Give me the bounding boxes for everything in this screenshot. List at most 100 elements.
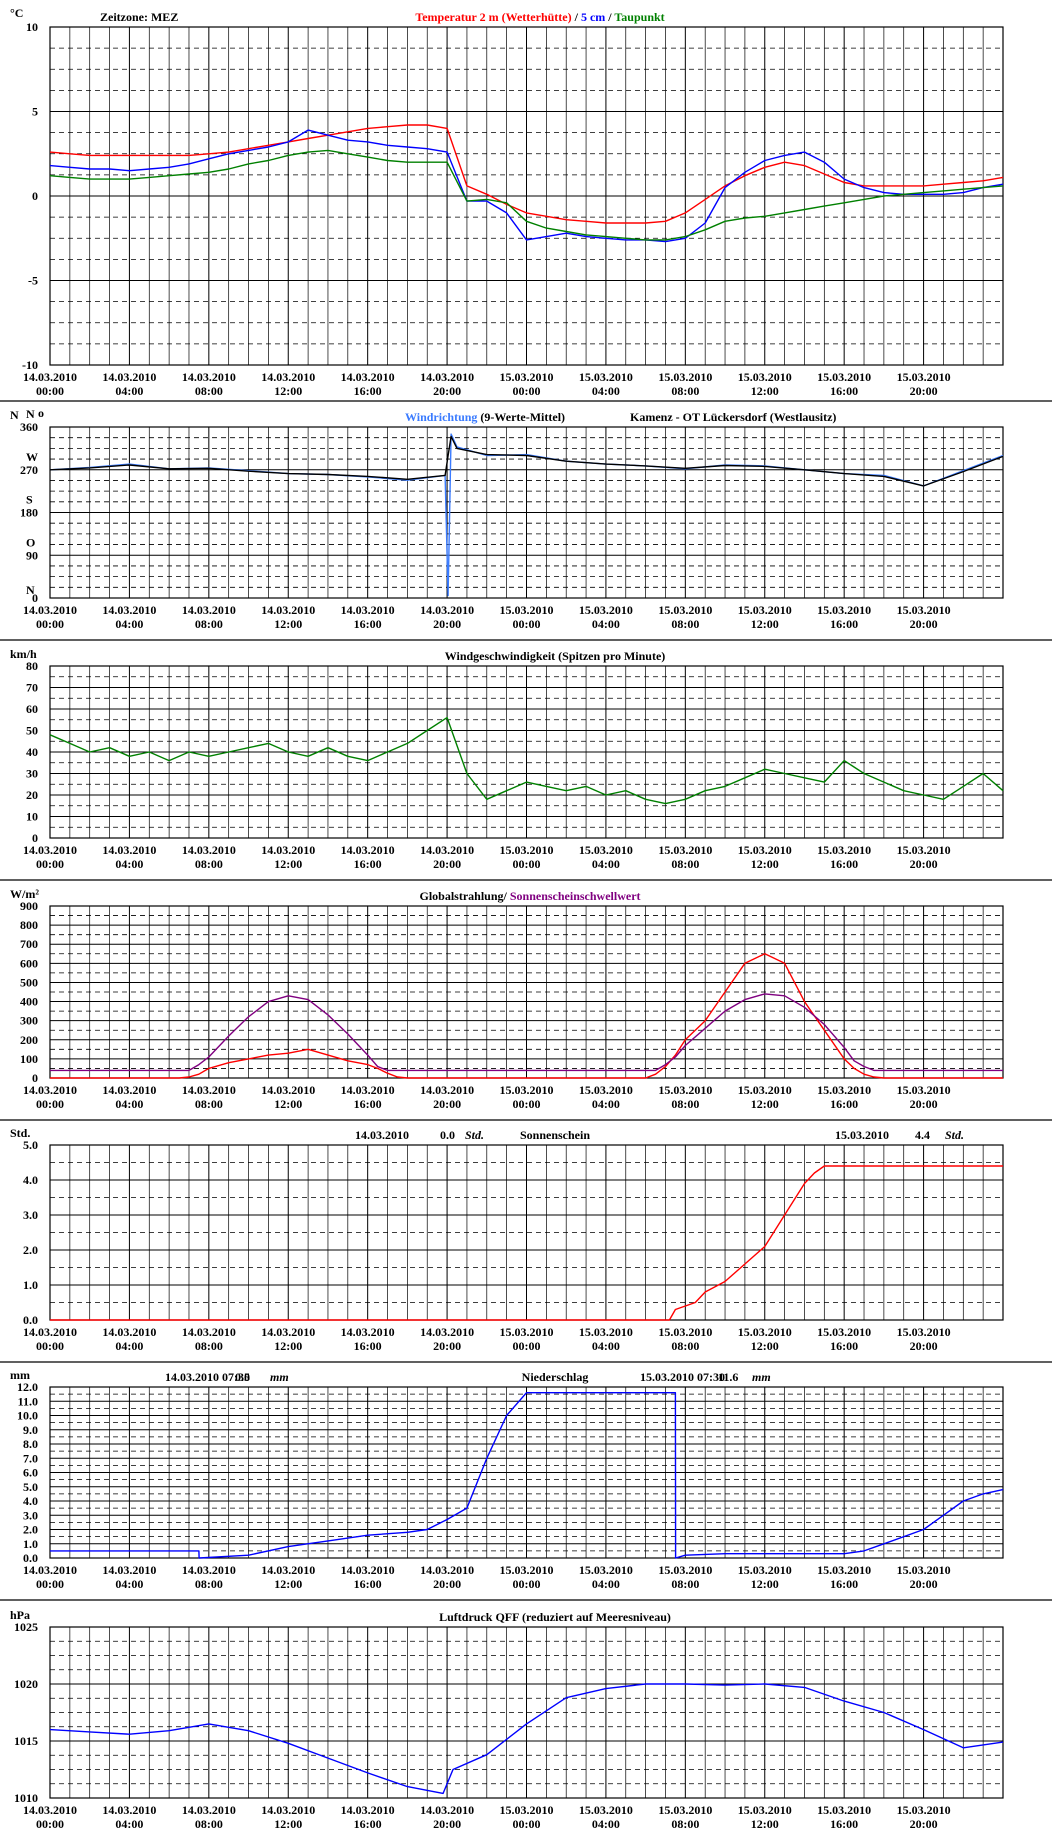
- x-tick-time: 20:00: [433, 857, 461, 871]
- x-tick-time: 20:00: [433, 1339, 461, 1353]
- x-tick-time: 16:00: [830, 617, 858, 631]
- plot-frame: [49, 1386, 1004, 1559]
- chart-title: Windgeschwindigkeit (Spitzen pro Minute): [445, 649, 666, 663]
- series-line: [49, 716, 1004, 805]
- y-tick-label: 300: [20, 1014, 38, 1028]
- x-tick-date: 15.03.2010: [579, 370, 633, 384]
- y-axis-unit: km/h: [10, 647, 37, 661]
- y-tick-label: 0.0: [23, 1313, 38, 1327]
- y-axis-unit-suffix: o: [38, 406, 44, 420]
- x-tick-time: 16:00: [830, 1817, 858, 1831]
- x-tick-time: 20:00: [910, 617, 938, 631]
- x-tick-date: 14.03.2010: [182, 603, 236, 617]
- x-tick-date: 14.03.2010: [182, 1803, 236, 1817]
- x-tick-date: 15.03.2010: [579, 603, 633, 617]
- x-tick-date: 14.03.2010: [23, 370, 77, 384]
- x-tick-date: 14.03.2010: [102, 1325, 156, 1339]
- y-tick-label: -5: [28, 274, 38, 288]
- y-tick-label: 200: [20, 1033, 38, 1047]
- y-tick-label: 5.0: [23, 1480, 38, 1494]
- chart-title: Globalstrahlung/ Sonnenscheinschwellwert: [419, 889, 640, 903]
- x-tick-date: 15.03.2010: [500, 1803, 554, 1817]
- x-tick-date: 15.03.2010: [658, 1325, 712, 1339]
- y-tick-label: 50: [26, 724, 38, 738]
- series-line: [50, 1165, 1003, 1321]
- series-line: [49, 124, 1004, 224]
- x-tick-time: 04:00: [592, 617, 620, 631]
- y-tick-label: 5.0: [23, 1138, 38, 1152]
- y-axis-unit: W/m²: [10, 887, 39, 901]
- x-tick-time: 20:00: [910, 1577, 938, 1591]
- series-line: [49, 129, 1004, 243]
- x-tick-date: 14.03.2010: [261, 843, 315, 857]
- x-tick-date: 15.03.2010: [658, 1083, 712, 1097]
- x-tick-time: 20:00: [910, 857, 938, 871]
- x-tick-date: 15.03.2010: [817, 370, 871, 384]
- x-tick-date: 15.03.2010: [738, 1083, 792, 1097]
- chart-title-part: Taupunkt: [614, 10, 664, 24]
- x-tick-time: 04:00: [592, 384, 620, 398]
- y-axis-unit: °C: [10, 6, 23, 20]
- summary-date: 14.03.2010: [355, 1128, 409, 1142]
- x-tick-date: 15.03.2010: [817, 1803, 871, 1817]
- y-tick-label: 800: [20, 918, 38, 932]
- x-tick-date: 14.03.2010: [420, 603, 474, 617]
- x-tick-date: 14.03.2010: [261, 1803, 315, 1817]
- x-tick-date: 15.03.2010: [738, 603, 792, 617]
- x-tick-date: 15.03.2010: [817, 1563, 871, 1577]
- chart-title-part: Windrichtung: [405, 410, 477, 424]
- x-tick-date: 15.03.2010: [817, 603, 871, 617]
- chart-title: Temperatur 2 m (Wetterhütte) / 5 cm / Ta…: [415, 10, 664, 24]
- series-line: [50, 993, 1003, 1072]
- y-tick-label: 1.0: [23, 1537, 38, 1551]
- x-tick-date: 15.03.2010: [817, 843, 871, 857]
- x-tick-time: 00:00: [513, 617, 541, 631]
- x-tick-date: 15.03.2010: [579, 1325, 633, 1339]
- x-tick-time: 08:00: [671, 617, 699, 631]
- x-tick-time: 12:00: [274, 857, 302, 871]
- timezone-label: Zeitzone: MEZ: [100, 10, 178, 24]
- x-tick-date: 15.03.2010: [897, 603, 951, 617]
- y-tick-label: 1015: [14, 1734, 38, 1748]
- series-line: [50, 1391, 1004, 1559]
- x-tick-date: 15.03.2010: [500, 1563, 554, 1577]
- summary-unit: mm: [270, 1370, 289, 1384]
- y-tick-label: 8.0: [23, 1437, 38, 1451]
- x-tick-time: 00:00: [513, 1577, 541, 1591]
- x-tick-time: 12:00: [274, 1097, 302, 1111]
- x-tick-time: 12:00: [274, 1817, 302, 1831]
- y-tick-label: 2.0: [23, 1243, 38, 1257]
- x-tick-date: 15.03.2010: [500, 603, 554, 617]
- y-tick-label: 6.0: [23, 1466, 38, 1480]
- x-tick-date: 14.03.2010: [420, 1803, 474, 1817]
- x-tick-date: 15.03.2010: [738, 1325, 792, 1339]
- x-tick-date: 14.03.2010: [23, 603, 77, 617]
- x-tick-date: 15.03.2010: [579, 1563, 633, 1577]
- summary-value: 4.4: [915, 1128, 930, 1142]
- y-tick-label: 90: [26, 548, 38, 562]
- y-tick-label: 0.0: [23, 1551, 38, 1565]
- x-tick-date: 14.03.2010: [341, 370, 395, 384]
- chart-title-part: Globalstrahlung/: [419, 889, 509, 903]
- x-tick-date: 14.03.2010: [102, 1083, 156, 1097]
- station-location: Kamenz - OT Lückersdorf (Westlausitz): [630, 410, 836, 424]
- chart-title: Niederschlag: [522, 1370, 589, 1384]
- x-tick-date: 14.03.2010: [341, 843, 395, 857]
- y-tick-label: 11.0: [18, 1394, 38, 1408]
- y-axis-unit: N: [10, 408, 19, 422]
- x-tick-time: 00:00: [36, 1339, 64, 1353]
- x-tick-date: 14.03.2010: [420, 1083, 474, 1097]
- x-tick-time: 16:00: [354, 1577, 382, 1591]
- x-tick-time: 04:00: [115, 1339, 143, 1353]
- x-tick-date: 15.03.2010: [579, 1083, 633, 1097]
- x-tick-time: 12:00: [751, 617, 779, 631]
- x-tick-time: 12:00: [274, 384, 302, 398]
- summary-date: 14.03.2010 07:30: [165, 1370, 250, 1384]
- x-tick-date: 14.03.2010: [182, 1083, 236, 1097]
- x-tick-time: 20:00: [433, 1577, 461, 1591]
- x-tick-time: 16:00: [354, 1339, 382, 1353]
- x-tick-date: 14.03.2010: [341, 1083, 395, 1097]
- x-tick-date: 14.03.2010: [420, 370, 474, 384]
- y-tick-label: 30: [26, 767, 38, 781]
- x-tick-time: 16:00: [354, 1097, 382, 1111]
